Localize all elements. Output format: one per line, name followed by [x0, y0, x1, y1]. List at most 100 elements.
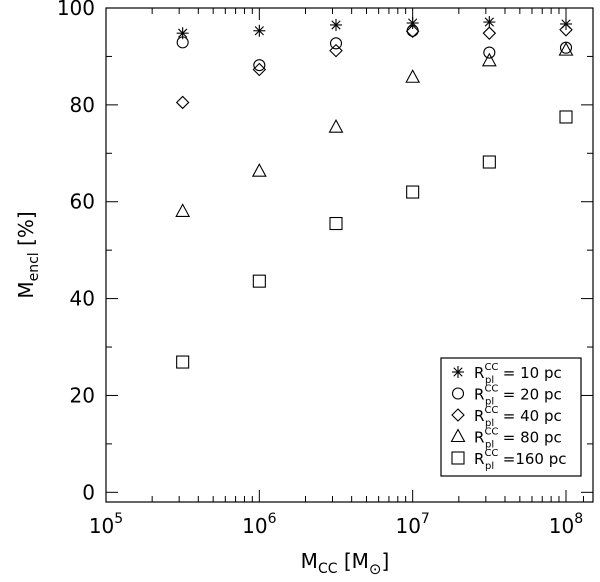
legend-text: RCC pl = 80 pc: [474, 427, 562, 451]
legend-superscript: CC: [484, 448, 498, 459]
data-point-asterisk: [483, 16, 496, 29]
legend-symbol: R: [474, 364, 484, 382]
x-axis-title-sub: CC: [318, 561, 338, 577]
legend-text: RCC pl =160 pc: [474, 448, 567, 472]
y-tick-label: 0: [82, 480, 95, 504]
x-tick-base: 10: [242, 514, 267, 538]
x-tick-exponent: 6: [268, 511, 277, 527]
y-axis-title-sub: encl: [26, 252, 42, 281]
y-tick-label: 60: [70, 190, 95, 214]
plot-frame: [105, 7, 594, 503]
legend-symbol: R: [474, 450, 484, 468]
legend-subscript: pl: [485, 418, 494, 429]
legend-symbol: R: [474, 429, 484, 447]
y-axis-title-unit: [%]: [14, 211, 38, 246]
legend-text: RCC pl = 20 pc: [474, 384, 562, 408]
y-tick-label: 20: [70, 383, 95, 407]
series-triangle: [175, 41, 574, 217]
x-tick-exponent: 5: [114, 511, 123, 527]
legend-item: RCC pl = 80 pc: [450, 427, 562, 451]
x-tick-label: 106: [242, 511, 276, 538]
x-axis-title-main: M: [301, 549, 318, 573]
legend-symbol: R: [474, 386, 484, 404]
data-point-diamond: [482, 26, 497, 40]
x-tick-exponent: 7: [421, 511, 430, 527]
legend-marker-asterisk: [452, 366, 464, 378]
legend-text: RCC pl = 40 pc: [474, 405, 562, 429]
x-axis-title-unit-sub: ⊙: [369, 560, 382, 578]
legend-item: RCC pl = 40 pc: [451, 405, 562, 429]
data-point-diamond: [405, 24, 420, 39]
data-point-triangle: [175, 203, 191, 217]
legend-text: RCC pl = 10 pc: [474, 362, 562, 386]
legend-superscript: CC: [484, 427, 498, 438]
data-point-square: [329, 216, 343, 231]
legend-item: RCC pl = 10 pc: [452, 362, 562, 386]
legend-value: = 20 pc: [498, 386, 562, 404]
legend-value: = 80 pc: [498, 429, 562, 447]
data-point-triangle: [405, 69, 421, 83]
y-tick-label: 40: [70, 287, 95, 311]
y-axis-title-main: M: [14, 281, 38, 298]
y-tick-label: 80: [70, 93, 95, 117]
legend-item: RCC pl = 20 pc: [451, 384, 562, 408]
x-tick-label: 107: [395, 511, 429, 538]
legend-subscript: pl: [485, 461, 494, 472]
data-point-diamond: [175, 95, 190, 110]
data-point-square: [176, 355, 190, 369]
y-axis-title: Mencl [%]: [14, 211, 42, 298]
data-point-asterisk: [329, 18, 342, 31]
svg-text:Mencl [%]: Mencl [%]: [14, 211, 42, 298]
svg-text:MCC [M⊙]: MCC [M⊙]: [301, 549, 390, 578]
legend-item: RCC pl =160 pc: [451, 448, 567, 472]
legend-value: = 10 pc: [498, 364, 562, 382]
data-point-circle: [329, 37, 343, 50]
data-points: [175, 16, 574, 369]
series-asterisk: [176, 16, 572, 40]
data-point-diamond: [329, 43, 343, 58]
x-tick-label: 108: [549, 511, 583, 538]
legend-superscript: CC: [484, 362, 498, 373]
series-diamond: [175, 23, 573, 110]
data-point-asterisk: [253, 24, 266, 37]
legend-marker-triangle: [450, 428, 466, 443]
data-point-square: [406, 185, 420, 199]
data-point-diamond: [559, 23, 573, 37]
data-point-square: [482, 155, 496, 169]
data-point-circle: [176, 36, 189, 49]
legend-marker-diamond: [451, 408, 465, 422]
series-square: [176, 110, 573, 369]
legend-superscript: CC: [484, 405, 498, 416]
legend-superscript: CC: [484, 384, 498, 395]
x-tick-exponent: 8: [574, 511, 583, 527]
legend-subscript: pl: [485, 375, 494, 386]
x-tick-label: 105: [89, 511, 123, 538]
data-point-triangle: [251, 163, 267, 177]
x-tick-base: 10: [549, 514, 574, 538]
legend-symbol: R: [474, 407, 484, 425]
data-point-triangle: [328, 118, 344, 133]
data-point-square: [252, 274, 266, 288]
data-point-circle: [253, 59, 266, 72]
series-circle: [176, 24, 573, 72]
axis-ticks: [105, 7, 593, 502]
legend-subscript: pl: [485, 397, 494, 408]
x-tick-base: 10: [395, 514, 420, 538]
data-point-circle: [483, 46, 496, 59]
legend-subscript: pl: [485, 440, 494, 451]
data-point-triangle: [481, 52, 497, 67]
data-point-triangle: [558, 41, 574, 56]
legend-marker-square: [451, 451, 465, 465]
x-axis-title-unit-open: [M: [344, 549, 369, 573]
legend-value: = 40 pc: [498, 407, 562, 425]
legend-value: =160 pc: [498, 450, 567, 468]
x-axis-title-unit-close: ]: [382, 549, 390, 573]
data-point-square: [559, 110, 573, 124]
legend-marker-circle: [451, 387, 465, 400]
y-tick-label: 100: [57, 0, 95, 20]
data-point-diamond: [252, 62, 267, 77]
x-axis-title: MCC [M⊙]: [301, 549, 390, 578]
